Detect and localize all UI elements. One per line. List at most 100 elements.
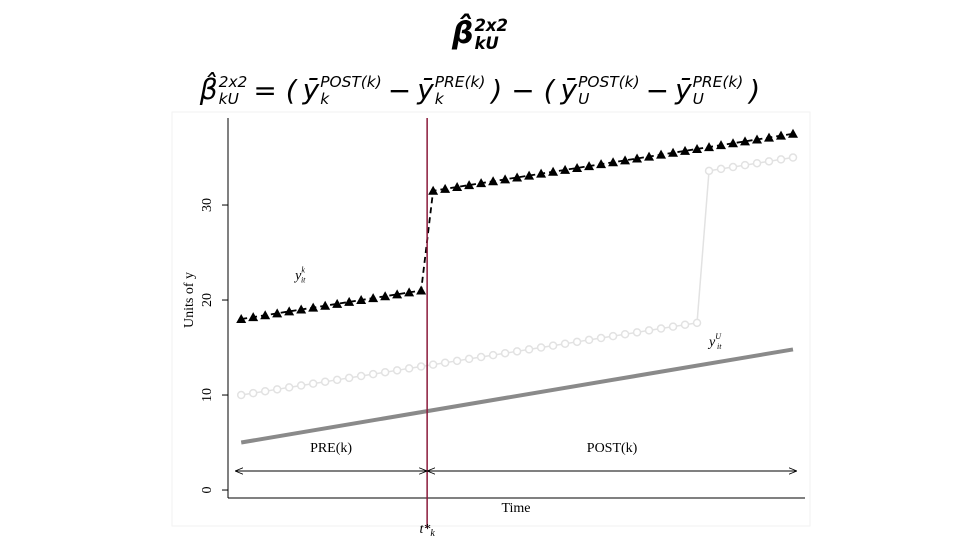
formula-token-base: − [387, 73, 412, 107]
circle-marker [452, 356, 462, 366]
triangle-marker [452, 181, 463, 191]
title-token-base: β̂ [451, 16, 474, 52]
formula-token: ) − ( [491, 74, 554, 107]
triangle-marker [356, 295, 367, 305]
formula-token-base: − [645, 73, 670, 107]
formula-token-scripts: POST(k) U [578, 72, 640, 108]
formula-token-sup: POST(k) [320, 72, 382, 91]
title-token-sup: 2x2 [474, 15, 509, 35]
formula-token-scripts: PRE(k) k [434, 73, 486, 108]
triangle-marker [416, 285, 427, 295]
formula-token-scripts: 2x2 kU [218, 72, 248, 108]
triangle-marker [644, 151, 655, 161]
triangle-marker [344, 296, 355, 306]
circle-marker [572, 337, 582, 347]
y-tick-label: 0 [200, 487, 215, 494]
circle-marker [764, 157, 774, 166]
formula-token-base: ) − ( [491, 73, 555, 107]
formula-token-base: ȳ [302, 72, 320, 106]
period-label: POST(k) [587, 441, 638, 456]
y-tick-label: 20 [200, 293, 215, 307]
triangle-marker [764, 132, 775, 142]
circle-marker [500, 348, 510, 358]
circle-marker [380, 367, 390, 377]
circle-marker [776, 155, 786, 164]
triangle-marker [296, 304, 307, 314]
annotation-base: y [293, 268, 302, 283]
circle-marker [404, 364, 414, 373]
title-token-scripts: 2x2 kU [474, 15, 509, 53]
circle-marker [476, 352, 486, 362]
circle-marker [596, 333, 606, 343]
formula-token-scripts: POST(k) k [320, 72, 382, 108]
formula-token-base: ȳ [675, 72, 692, 106]
formula-token: ȳ POST(k) k [303, 73, 382, 108]
triangle-marker [668, 147, 679, 157]
circle-marker [560, 339, 570, 348]
formula-token-sup: PRE(k) [692, 72, 744, 91]
formula-token: ) [749, 74, 760, 107]
triangle-marker [536, 168, 547, 178]
formula-token: ȳ PRE(k) k [417, 73, 485, 108]
formula-token: ȳ PRE(k) U [675, 73, 743, 108]
formula-token-base: β̂ [199, 72, 218, 106]
annotation-sup: k [301, 265, 305, 274]
circle-marker [632, 328, 642, 337]
annotation-sup: U [715, 332, 722, 341]
circle-marker [248, 388, 258, 398]
annotation-sub: it [301, 275, 306, 284]
triangle-marker [272, 308, 283, 318]
series-annotation: yU it [707, 332, 722, 351]
triangle-marker [260, 310, 271, 320]
y-tick-label: 30 [200, 198, 215, 212]
circle-marker [740, 160, 750, 170]
formula-token-sub: U [578, 89, 590, 108]
formula-token-sub: k [434, 89, 444, 108]
y-axis-label: Units of y [182, 272, 197, 328]
circle-marker [728, 162, 738, 172]
circle-marker [236, 390, 246, 400]
triangle-marker [524, 170, 535, 180]
circle-marker [620, 329, 630, 339]
circle-marker [428, 360, 438, 369]
circle-marker [260, 386, 270, 396]
triangle-marker [716, 140, 727, 150]
circle-marker [524, 345, 534, 354]
series-line [240, 347, 794, 445]
series-line [241, 132, 794, 320]
circle-marker [440, 358, 450, 367]
triangle-marker [596, 159, 607, 169]
circle-marker [416, 362, 426, 371]
circle-marker [296, 381, 306, 390]
triangle-marker [632, 153, 643, 163]
triangle-marker [608, 157, 619, 167]
annotation-base: y [707, 335, 716, 350]
triangle-marker [488, 176, 499, 186]
circle-marker [368, 369, 378, 379]
formula-token: β̂ 2x2 kU [200, 73, 248, 108]
circle-marker [284, 383, 294, 392]
formula-token-sup: 2x2 [218, 72, 248, 91]
series-annotation: yk it [293, 265, 306, 284]
circle-marker [548, 341, 558, 350]
circle-marker [392, 366, 402, 375]
triangle-marker [464, 180, 475, 190]
period-label: PRE(k) [310, 441, 352, 456]
triangle-marker [680, 145, 691, 155]
circle-marker [644, 326, 654, 335]
circle-marker [716, 164, 726, 174]
formula-token-sub: kU [218, 89, 239, 108]
y-tick-label: 10 [200, 388, 215, 402]
formula-token-base: ȳ [560, 72, 578, 106]
triangle-marker [248, 312, 259, 322]
triangle-marker [512, 172, 523, 182]
series-line [241, 156, 794, 396]
circle-marker [692, 318, 702, 328]
title: β̂ 2x2 kU [0, 16, 960, 53]
circle-marker [488, 350, 498, 360]
title-token-sub: kU [474, 33, 499, 53]
circle-marker [332, 375, 342, 385]
formula-token-sup: POST(k) [578, 72, 640, 91]
circle-marker [656, 324, 666, 333]
